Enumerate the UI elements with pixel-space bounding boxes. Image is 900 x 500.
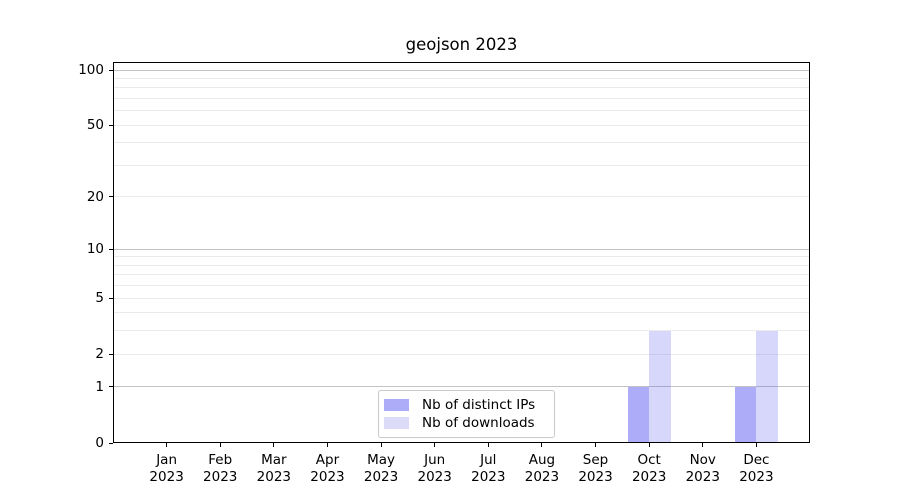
gridline-minor-8 [114, 264, 809, 266]
gridline-minor-7 [114, 274, 809, 276]
x-tick-label-jun: Jun 2023 [403, 452, 467, 485]
x-tick-label-year: 2023 [631, 468, 667, 485]
y-tick-label-1: 1 [95, 378, 104, 395]
x-tick-label-year: 2023 [149, 468, 184, 485]
x-tick-label-mar: Mar 2023 [242, 452, 306, 485]
gridline-minor-90 [114, 77, 809, 79]
y-tick-label-50: 50 [86, 117, 104, 134]
gridline-minor-4 [114, 312, 809, 314]
bar-dec-downloads [756, 330, 778, 443]
chart-title: geojson 2023 [405, 35, 518, 54]
x-tick-label-month: Feb [208, 452, 233, 468]
x-tick-label-month: Apr [315, 452, 340, 468]
x-tick-mark-jan [166, 443, 168, 447]
y-tick-label-5: 5 [95, 290, 104, 307]
x-tick-label-month: Oct [637, 452, 661, 468]
x-tick-label-jan: Jan 2023 [135, 452, 199, 485]
y-tick-label-20: 20 [86, 188, 104, 205]
gridline-minor-5 [114, 297, 809, 299]
y-tick-mark-10 [109, 248, 113, 250]
x-tick-label-year: 2023 [739, 468, 774, 485]
gridline-minor-3 [114, 330, 809, 332]
x-tick-mark-apr [326, 443, 328, 447]
x-tick-label-year: 2023 [685, 468, 720, 485]
x-tick-label-year: 2023 [203, 468, 238, 485]
y-tick-mark-0 [109, 442, 113, 444]
x-tick-label-month: Aug [528, 452, 556, 468]
gridline-minor-60 [114, 110, 809, 112]
y-tick-mark-100 [109, 69, 113, 71]
gridline-major-100 [114, 69, 809, 71]
x-tick-mark-dec [755, 443, 757, 447]
gridline-minor-40 [114, 142, 809, 144]
y-tick-mark-2 [109, 353, 113, 355]
legend-label-distinct-ips: Nb of distinct IPs [422, 397, 536, 413]
gridline-minor-20 [114, 196, 809, 198]
bar-oct-distinct-ips [627, 386, 650, 443]
bar-oct-downloads [649, 330, 671, 443]
legend-label-downloads: Nb of downloads [422, 415, 535, 431]
legend-row-downloads: Nb of downloads [384, 414, 554, 432]
y-tick-mark-5 [109, 297, 113, 299]
y-tick-mark-50 [109, 124, 113, 126]
gridline-minor-50 [114, 124, 809, 126]
x-tick-mark-oct [648, 443, 650, 447]
y-tick-label-0: 0 [95, 435, 104, 451]
gridline-major-1 [114, 386, 809, 388]
bar-dec-distinct-ips [734, 386, 757, 443]
gridline-minor-70 [114, 97, 809, 99]
x-tick-label-month: Nov [689, 452, 716, 468]
x-tick-label-oct: Oct 2023 [617, 452, 681, 485]
x-tick-label-nov: Nov 2023 [671, 452, 735, 485]
gridline-minor-80 [114, 87, 809, 89]
legend: Nb of distinct IPs Nb of downloads [378, 390, 555, 438]
x-tick-label-may: May 2023 [349, 452, 413, 485]
x-tick-label-month: Mar [261, 452, 287, 468]
x-tick-label-dec: Dec 2023 [724, 452, 788, 485]
legend-row-distinct-ips: Nb of distinct IPs [384, 396, 554, 414]
x-tick-label-year: 2023 [310, 468, 345, 485]
gridline-minor-2 [114, 353, 809, 355]
x-tick-label-year: 2023 [256, 468, 292, 485]
x-tick-label-sep: Sep 2023 [564, 452, 628, 485]
x-tick-label-jul: Jul 2023 [456, 452, 520, 485]
x-tick-label-feb: Feb 2023 [188, 452, 252, 485]
x-tick-mark-feb [219, 443, 221, 447]
x-tick-mark-jul [487, 443, 489, 447]
x-tick-mark-aug [541, 443, 543, 447]
y-tick-label-2: 2 [95, 346, 104, 363]
x-tick-mark-sep [595, 443, 597, 447]
x-tick-mark-mar [273, 443, 275, 447]
legend-swatch-downloads [384, 417, 409, 429]
x-tick-label-month: Sep [582, 452, 609, 468]
x-tick-label-aug: Aug 2023 [510, 452, 574, 485]
x-tick-mark-may [380, 443, 382, 447]
x-tick-label-month: Dec [743, 452, 770, 468]
x-tick-label-month: Jan [156, 452, 178, 468]
x-tick-label-month: Jun [424, 452, 446, 468]
gridline-major-10 [114, 248, 809, 250]
x-tick-label-year: 2023 [471, 468, 506, 485]
y-tick-label-10: 10 [86, 241, 104, 258]
x-tick-label-year: 2023 [578, 468, 613, 485]
x-tick-label-month: Jul [480, 452, 497, 468]
x-tick-mark-jun [434, 443, 436, 447]
x-tick-label-year: 2023 [363, 468, 399, 485]
gridline-minor-9 [114, 256, 809, 258]
legend-swatch-distinct-ips [384, 399, 409, 411]
x-tick-mark-nov [702, 443, 704, 447]
y-tick-mark-20 [109, 196, 113, 198]
gridline-minor-30 [114, 164, 809, 166]
x-tick-label-year: 2023 [417, 468, 452, 485]
y-tick-mark-1 [109, 386, 113, 388]
x-tick-label-month: May [367, 452, 396, 468]
gridline-minor-6 [114, 285, 809, 287]
x-tick-label-apr: Apr 2023 [295, 452, 359, 485]
x-tick-label-year: 2023 [524, 468, 560, 485]
y-tick-label-100: 100 [78, 62, 104, 78]
plot-frame [113, 62, 810, 443]
